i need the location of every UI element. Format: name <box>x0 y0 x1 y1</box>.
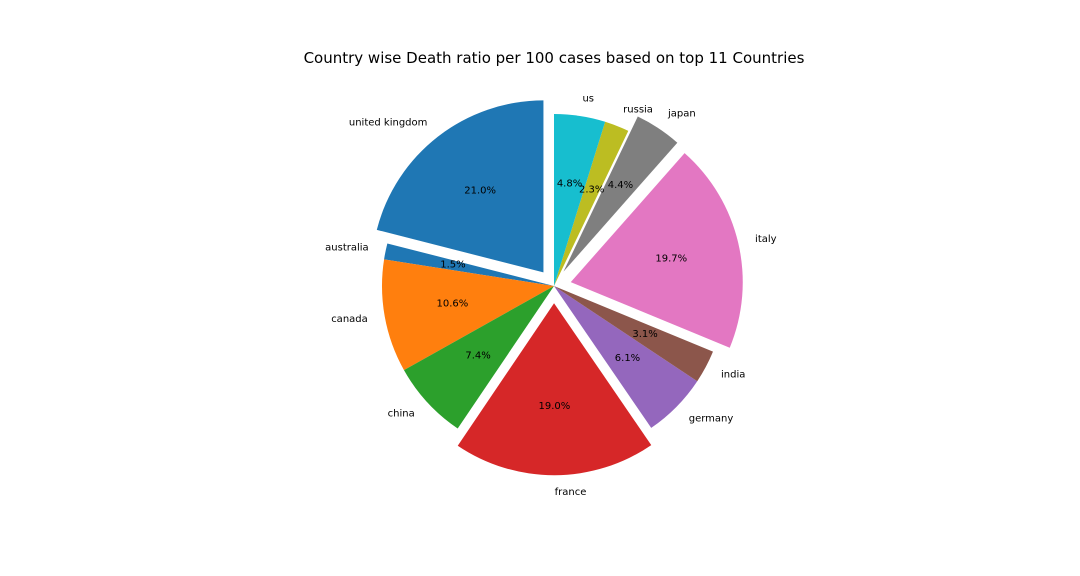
pie-slice-italy <box>570 153 743 348</box>
pie-slice-france <box>457 303 652 476</box>
pie-percent-label: 10.6% <box>437 299 469 310</box>
pie-percent-label: 19.7% <box>655 253 687 264</box>
pie-category-label: india <box>721 369 745 380</box>
pie-category-label: china <box>388 409 415 420</box>
pie-slice-japan <box>563 116 678 272</box>
pie-percent-label: 6.1% <box>615 353 640 364</box>
pie-category-label: united kingdom <box>349 117 428 128</box>
pie-percent-label: 1.5% <box>440 260 465 271</box>
pie-slice-russia <box>554 121 629 286</box>
pie-percent-label: 2.3% <box>579 184 604 195</box>
pie-category-label: australia <box>325 242 369 253</box>
pie-slice-germany <box>554 286 698 428</box>
pie-slice-us <box>554 114 606 286</box>
pie-percent-label: 4.8% <box>557 178 582 189</box>
pie-category-label: russia <box>623 104 653 115</box>
pie-slices <box>376 100 743 476</box>
pie-category-label: japan <box>667 108 696 119</box>
pie-slice-china <box>403 286 554 429</box>
pie-slice-united-kingdom <box>376 100 544 273</box>
chart-title: Country wise Death ratio per 100 cases b… <box>304 49 805 67</box>
pie-percent-label: 3.1% <box>632 329 657 340</box>
pie-percent-label: 7.4% <box>465 350 490 361</box>
pie-percent-label: 21.0% <box>464 185 496 196</box>
pie-category-label: us <box>582 93 594 104</box>
pie-category-label: italy <box>755 234 777 245</box>
pie-category-label: germany <box>689 413 734 424</box>
pie-category-label: canada <box>331 314 368 325</box>
pie-slice-canada <box>382 259 554 371</box>
pie-category-label: france <box>555 487 587 498</box>
pie-labels: 21.0% united kingdom 1.5% australia 10.6% can… <box>325 93 777 497</box>
pie-slice-australia <box>384 243 554 286</box>
pie-percent-label: 19.0% <box>538 401 570 412</box>
pie-slice-india <box>554 286 713 382</box>
pie-percent-label: 4.4% <box>608 180 633 191</box>
